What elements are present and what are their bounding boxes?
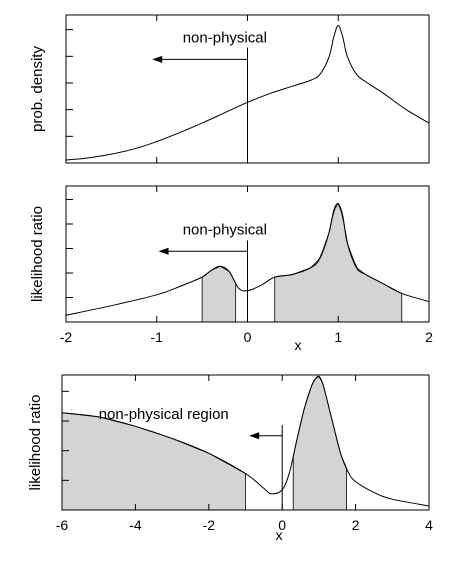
axis-ticks [65,15,430,163]
x-tick-label: -1 [151,329,164,345]
y-axis-label: prob. density [29,46,46,132]
x-tick-label: 2 [352,517,360,533]
shaded-region [292,376,347,511]
x-tick-label: -4 [129,517,142,533]
y-axis-label: likelihood ratio [27,395,44,491]
series-line [61,375,430,507]
x-tick-labels: -2 -1 0 1 2 [60,329,433,345]
x-tick-label: 2 [425,329,433,345]
plot-frame [61,374,430,511]
shaded-region [61,412,246,511]
x-tick-label: 0 [244,329,252,345]
panel-likelihood-ratio-2: -6 -4 -2 0 2 4 non-physical region likelihood… [27,374,433,543]
x-tick-label: 4 [425,517,433,533]
panel-prob-density: non-physical prob. density [29,14,430,164]
shaded-regions [61,376,347,511]
x-tick-label: -6 [56,517,69,533]
series-line [65,203,430,316]
x-tick-label: 1 [334,329,342,345]
arrowhead [158,247,169,255]
x-axis-label: x [276,527,283,543]
annotation-label: non-physical [183,221,267,238]
x-tick-label: -2 [203,517,216,533]
panel-likelihood-ratio-1: -2 -1 0 1 2 non-physical likelihood ratio x [29,185,433,353]
annotation-label: non-physical [183,29,267,46]
shaded-region [274,202,403,323]
annotation-label: non-physical region [99,406,229,423]
arrowhead [152,55,163,63]
y-axis-label: likelihood ratio [29,206,46,302]
x-tick-labels: -6 -4 -2 0 2 4 [56,517,433,533]
series-line [65,24,430,161]
x-axis-label: x [295,337,302,353]
arrowhead [249,432,260,440]
x-tick-label: -2 [60,329,73,345]
x-tick-label: 0 [278,517,286,533]
shaded-region [201,266,237,323]
axis-ticks [65,186,430,322]
